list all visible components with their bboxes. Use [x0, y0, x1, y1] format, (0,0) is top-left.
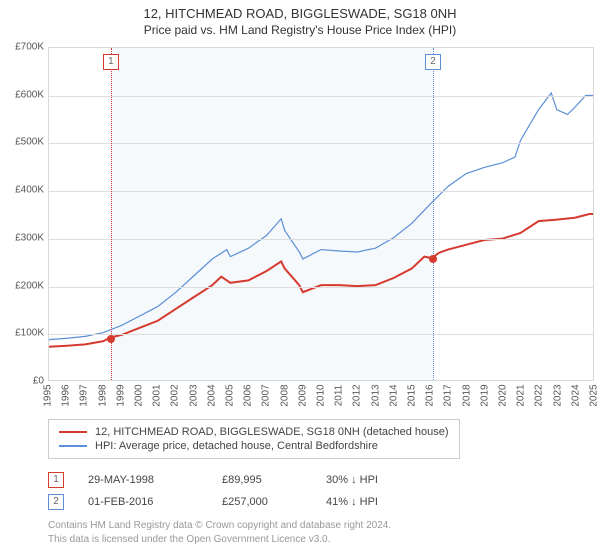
chart-canvas: 12: [48, 47, 594, 381]
x-tick-label: 2010: [316, 384, 327, 406]
transaction-row: 1 29-MAY-1998 £89,995 30% ↓ HPI: [48, 469, 600, 491]
x-tick-label: 2008: [279, 384, 290, 406]
transaction-date: 29-MAY-1998: [88, 474, 198, 486]
legend-swatch: [59, 445, 87, 447]
chart-title: 12, HITCHMEAD ROAD, BIGGLESWADE, SG18 0N…: [0, 6, 600, 21]
legend-label: 12, HITCHMEAD ROAD, BIGGLESWADE, SG18 0N…: [95, 426, 449, 438]
x-tick-label: 2003: [188, 384, 199, 406]
legend-swatch: [59, 431, 87, 433]
transaction-hpi: 41% ↓ HPI: [326, 496, 416, 508]
gridline: [49, 143, 593, 144]
x-tick-label: 2011: [334, 385, 345, 407]
x-tick-label: 2016: [425, 384, 436, 406]
transaction-price: £257,000: [222, 496, 302, 508]
attribution-line-2: This data is licensed under the Open Gov…: [48, 533, 600, 547]
x-tick-label: 1999: [115, 384, 126, 406]
marker-badge-1: 1: [103, 54, 119, 70]
x-tick-label: 1995: [43, 384, 54, 406]
transaction-badge: 2: [48, 494, 64, 510]
legend-label: HPI: Average price, detached house, Cent…: [95, 440, 378, 452]
attribution-text: Contains HM Land Registry data © Crown c…: [48, 519, 600, 546]
x-tick-label: 2007: [261, 384, 272, 406]
gridline: [49, 239, 593, 240]
legend-item: 12, HITCHMEAD ROAD, BIGGLESWADE, SG18 0N…: [59, 425, 449, 439]
x-tick-label: 1998: [97, 384, 108, 406]
x-tick-label: 2001: [152, 384, 163, 406]
y-tick-label: £300K: [15, 232, 44, 243]
series-hpi: [49, 93, 593, 340]
chart-legend: 12, HITCHMEAD ROAD, BIGGLESWADE, SG18 0N…: [48, 419, 460, 459]
transaction-hpi: 30% ↓ HPI: [326, 474, 416, 486]
chart-subtitle: Price paid vs. HM Land Registry's House …: [0, 23, 600, 37]
x-tick-label: 2014: [388, 384, 399, 406]
price-chart-container: 12, HITCHMEAD ROAD, BIGGLESWADE, SG18 0N…: [0, 0, 600, 546]
x-tick-label: 2000: [134, 384, 145, 406]
transaction-badge: 1: [48, 472, 64, 488]
transaction-price: £89,995: [222, 474, 302, 486]
y-tick-label: £600K: [15, 89, 44, 100]
x-tick-label: 2023: [552, 384, 563, 406]
x-tick-label: 2017: [443, 384, 454, 406]
legend-item: HPI: Average price, detached house, Cent…: [59, 439, 449, 453]
x-tick-label: 2006: [243, 384, 254, 406]
gridline: [49, 334, 593, 335]
x-tick-label: 1996: [61, 384, 72, 406]
marker-line-1: [111, 48, 112, 380]
gridline: [49, 287, 593, 288]
marker-badge-2: 2: [425, 54, 441, 70]
series-property: [49, 214, 593, 347]
x-tick-label: 2013: [370, 384, 381, 406]
x-tick-label: 2015: [407, 384, 418, 406]
gridline: [49, 96, 593, 97]
chart-titles: 12, HITCHMEAD ROAD, BIGGLESWADE, SG18 0N…: [0, 0, 600, 41]
y-axis: £0£100K£200K£300K£400K£500K£600K£700K: [0, 41, 48, 411]
y-tick-label: £100K: [15, 328, 44, 339]
chart-svg: [49, 48, 593, 380]
y-tick-label: £700K: [15, 42, 44, 53]
x-tick-label: 2018: [461, 384, 472, 406]
transaction-table: 1 29-MAY-1998 £89,995 30% ↓ HPI 2 01-FEB-2016…: [48, 469, 600, 513]
marker-dot-1: [107, 335, 115, 343]
x-tick-label: 2021: [516, 384, 527, 406]
x-tick-label: 2005: [225, 384, 236, 406]
marker-line-2: [433, 48, 434, 380]
y-tick-label: £500K: [15, 137, 44, 148]
x-tick-label: 1997: [79, 384, 90, 406]
attribution-line-1: Contains HM Land Registry data © Crown c…: [48, 519, 600, 533]
x-tick-label: 2024: [570, 384, 581, 406]
y-tick-label: £200K: [15, 280, 44, 291]
x-tick-label: 2019: [479, 384, 490, 406]
x-tick-label: 2022: [534, 384, 545, 406]
transaction-row: 2 01-FEB-2016 £257,000 41% ↓ HPI: [48, 491, 600, 513]
x-tick-label: 2004: [206, 384, 217, 406]
x-tick-label: 2012: [352, 384, 363, 406]
x-tick-label: 2009: [297, 384, 308, 406]
y-tick-label: £400K: [15, 185, 44, 196]
x-tick-label: 2025: [589, 384, 600, 406]
marker-dot-2: [429, 255, 437, 263]
x-axis: 1995199619971998199920002001200220032004…: [48, 383, 594, 411]
x-tick-label: 2020: [498, 384, 509, 406]
gridline: [49, 191, 593, 192]
plot-area: £0£100K£200K£300K£400K£500K£600K£700K 12…: [0, 41, 600, 411]
transaction-date: 01-FEB-2016: [88, 496, 198, 508]
x-tick-label: 2002: [170, 384, 181, 406]
